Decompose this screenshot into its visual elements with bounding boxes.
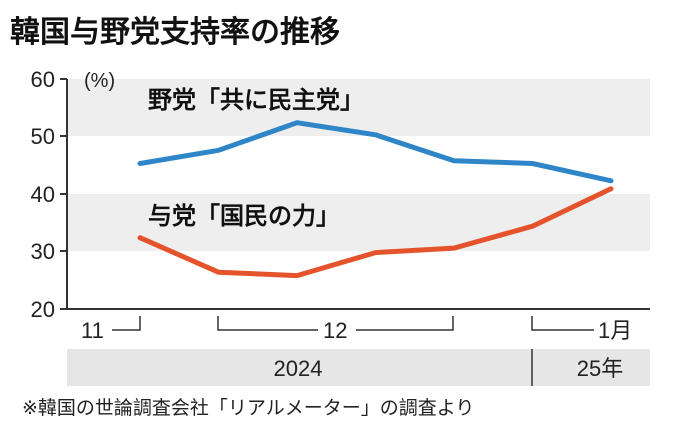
- bracket-jan: [531, 316, 594, 331]
- series-label-ruling: 与党「国民の力」: [148, 202, 340, 230]
- series-line-opposition: [137, 120, 614, 184]
- y-axis-ticks: [60, 78, 67, 310]
- y-tick-30: 30: [31, 239, 55, 264]
- year-label-2024: 2024: [274, 356, 323, 381]
- bracket-dec-left: [217, 316, 318, 331]
- chart-title: 韓国与野党支持率の推移: [10, 15, 340, 50]
- y-tick-40: 40: [31, 182, 55, 207]
- series-label-opposition: 野党「共に民主党」: [148, 86, 364, 114]
- year-bar: [67, 349, 650, 386]
- bracket-dec-right: [356, 316, 454, 331]
- y-tick-20: 20: [31, 297, 55, 322]
- series-line-ruling: [137, 186, 614, 279]
- y-unit: (%): [84, 70, 115, 92]
- background-bands: [67, 79, 650, 251]
- year-label-2025: 25年: [577, 356, 623, 381]
- y-tick-50: 50: [31, 124, 55, 149]
- y-tick-60: 60: [31, 67, 55, 92]
- bracket-nov: [112, 316, 141, 331]
- x-label-jan: 1月: [598, 318, 632, 343]
- band-30-40: [67, 194, 650, 251]
- x-axis-month-labels: 11 12 1月: [81, 316, 632, 343]
- source-note: ※韓国の世論調査会社「リアルメーター」の調査より: [22, 397, 474, 419]
- band-50-60: [67, 79, 650, 136]
- x-label-nov: 11: [81, 318, 104, 343]
- x-label-dec: 12: [323, 318, 347, 343]
